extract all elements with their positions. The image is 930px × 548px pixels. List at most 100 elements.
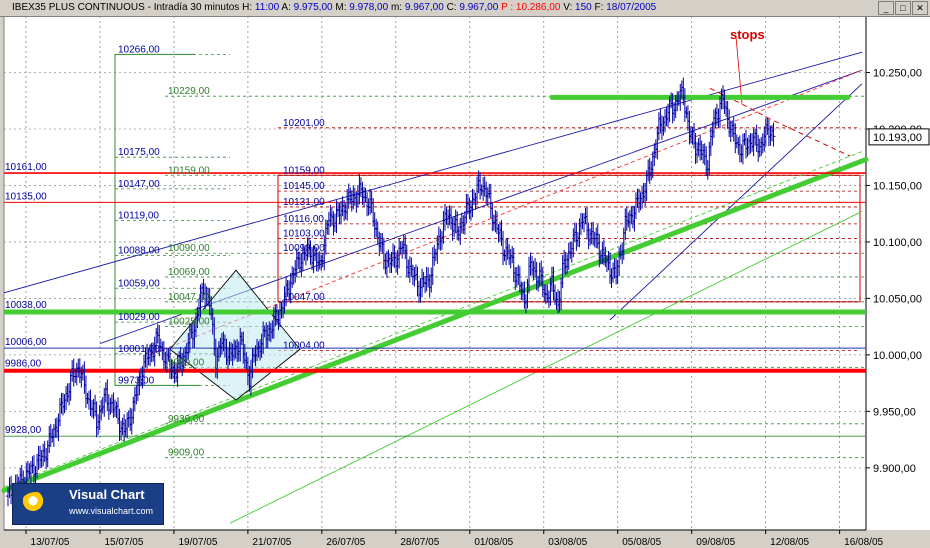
- x-tick-label: 21/07/05: [252, 537, 291, 548]
- stops-annotation: stops: [730, 27, 765, 42]
- stops-dashed-line: [709, 87, 851, 157]
- horizontal-level-label: 10161,00: [5, 162, 47, 173]
- fib-right-label: 10145,00: [283, 181, 325, 192]
- h-label: H:: [242, 2, 253, 13]
- fib-left-label: 10266,00: [118, 44, 160, 55]
- fib-left-label: 10029,00: [118, 312, 160, 323]
- mlow-value: 9.967,00: [404, 2, 444, 13]
- x-axis-ticks: 13/07/05 15/07/05 19/07/05 21/07/05 26/07/05…: [25, 530, 884, 548]
- fib-right-label: 10103,00: [283, 229, 325, 240]
- x-tick-label: 19/07/05: [178, 537, 217, 548]
- y-tick-label: 10.250,00: [873, 67, 922, 79]
- a-label: A:: [281, 2, 291, 13]
- fib-left-label: 10059,00: [118, 278, 160, 289]
- price-series: [6, 77, 776, 510]
- fib-mid-label: 10090,00: [168, 243, 210, 254]
- p-value: 10.286,00: [515, 2, 561, 13]
- fib-right-label: 10116,00: [283, 214, 324, 225]
- x-tick-label: 05/08/05: [622, 537, 661, 548]
- h-value: 11:00: [254, 2, 280, 13]
- logo-url: www.visualchart.com: [69, 506, 154, 516]
- fib-left-label: 10001,00: [118, 344, 160, 355]
- close-button[interactable]: ✕: [912, 1, 928, 15]
- horizontal-level-label: 10038,00: [5, 300, 47, 311]
- mlow-label: m:: [390, 2, 403, 13]
- fib-mid-label: 10159,00: [168, 165, 210, 176]
- f-label: F:: [594, 2, 604, 13]
- x-tick-label: 16/08/05: [844, 537, 883, 548]
- fib-left-label: 10175,00: [118, 147, 160, 158]
- red-dashed-channel: [149, 69, 863, 356]
- fib-left-label: 9973,00: [118, 375, 155, 386]
- x-tick-label: 09/08/05: [696, 537, 735, 548]
- level-labels: 10266,00 10175,00 10147,00 10119,00 10088,00…: [5, 27, 765, 459]
- v-label: V:: [563, 2, 573, 13]
- interval-label: Intradía 30 minutos: [153, 2, 240, 13]
- logo-mark-icon: [21, 492, 51, 514]
- fib-right-label: 10004,00: [283, 340, 325, 351]
- y-axis-panel: [866, 16, 930, 530]
- diamond-pattern: [169, 269, 301, 401]
- main-uptrend-line: [1, 156, 869, 493]
- p-label: P :: [501, 2, 514, 13]
- fib-mid-label: 10229,00: [168, 86, 210, 97]
- support-resistance-levels: [4, 94, 866, 437]
- visualchart-logo: Visual Chart www.visualchart.com: [12, 483, 164, 525]
- fib-right-label: 10131,00: [283, 197, 325, 208]
- fib-mid-label: 9939,00: [168, 414, 205, 425]
- last-price-box: [868, 128, 930, 146]
- fib-left-label: 10147,00: [118, 179, 160, 190]
- f-value: 18/07/2005: [606, 2, 657, 13]
- minimize-button[interactable]: _: [878, 1, 894, 15]
- x-tick-label: 26/07/05: [326, 537, 365, 548]
- fib-right-label: 10047,00: [283, 292, 325, 303]
- horizontal-level-label: 10135,00: [5, 191, 47, 202]
- fib-left-label: 10088,00: [118, 245, 160, 256]
- chart-title-bar: IBEX35 PLUS CONTINUOUS - Intradía 30 min…: [0, 0, 930, 17]
- steep-channel-line: [609, 83, 863, 321]
- plot-background: [3, 15, 867, 531]
- trend-channels: [1, 36, 869, 524]
- x-tick-label: 15/07/05: [104, 537, 143, 548]
- y-axis-ticks: 9.900,00 9.950,00 10.000,00 10.050,00 10.100…: [866, 67, 930, 475]
- x-tick-label: 03/08/05: [548, 537, 587, 548]
- fib-mid-label: 10025,00: [168, 317, 210, 328]
- fib-mid-label: 10069,00: [168, 267, 210, 278]
- restore-button[interactable]: □: [895, 1, 911, 15]
- fib-mid-label: 10047,00: [168, 292, 210, 303]
- c-value: 9.967,00: [459, 2, 499, 13]
- last-price-label: 10.193,00: [873, 132, 922, 144]
- y-tick-label: 10.050,00: [873, 293, 922, 305]
- fib-right-label: 10159,00: [283, 165, 325, 176]
- c-label: C:: [446, 2, 457, 13]
- stops-pointer: [735, 36, 743, 105]
- m-label: M:: [335, 2, 347, 13]
- horizontal-level-label: 9928,00: [5, 425, 42, 436]
- horizontal-gridlines: [4, 72, 866, 469]
- fib-right-label: 10090,00: [283, 243, 325, 254]
- m-value: 9.978,00: [349, 2, 389, 13]
- x-tick-label: 13/07/05: [31, 537, 70, 548]
- y-tick-label: 10.000,00: [873, 350, 922, 362]
- v-value: 150: [575, 2, 592, 13]
- symbol-name: IBEX35 PLUS CONTINUOUS: [12, 2, 145, 13]
- horizontal-level-label: 10006,00: [5, 337, 47, 348]
- y-tick-label: 10.150,00: [873, 180, 922, 192]
- y-tick-label: 10.100,00: [873, 237, 922, 249]
- y-tick-label: 9.950,00: [873, 406, 916, 418]
- x-axis-panel: [4, 530, 930, 548]
- horizontal-level-label: 9986,00: [5, 359, 42, 370]
- lower-green-channel: [229, 211, 863, 524]
- fib-left-label: 10119,00: [118, 210, 159, 221]
- x-tick-label: 01/08/05: [474, 537, 513, 548]
- fib-mid-label: 9989,00: [168, 357, 205, 368]
- y-tick-label: 9.900,00: [873, 463, 916, 475]
- fib-right-label: 10201,00: [283, 118, 325, 129]
- a-value: 9.975,00: [293, 2, 333, 13]
- x-tick-label: 28/07/05: [400, 537, 439, 548]
- logo-name: Visual Chart: [69, 487, 145, 502]
- fib-mid-label: 9909,00: [168, 448, 205, 459]
- x-tick-label: 12/08/05: [770, 537, 809, 548]
